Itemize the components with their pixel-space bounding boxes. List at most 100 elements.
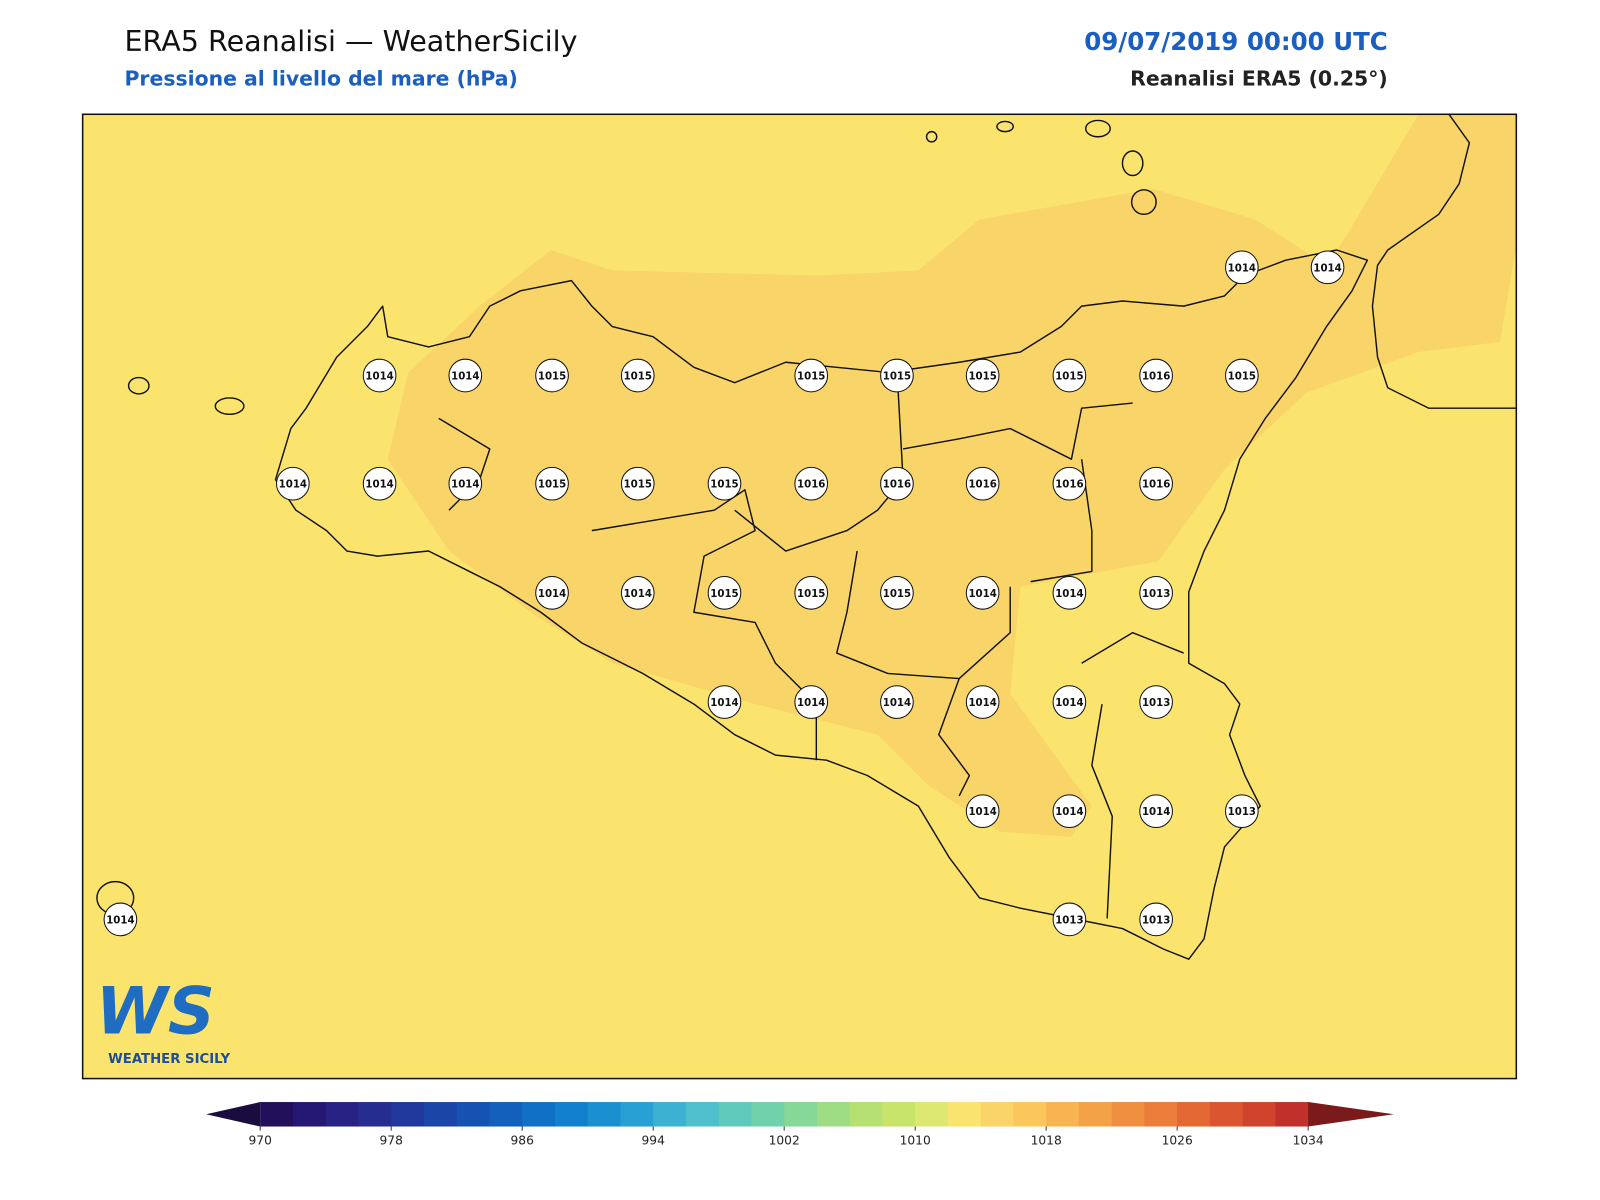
station-value: 1015	[624, 372, 652, 383]
station-value: 1014	[1142, 807, 1170, 818]
island	[1121, 150, 1144, 177]
station-marker	[794, 576, 829, 610]
island	[1085, 119, 1111, 138]
station-marker	[1310, 250, 1345, 285]
station-value: 1015	[710, 589, 738, 600]
station-value: 1014	[365, 372, 393, 383]
station-marker	[1139, 685, 1173, 719]
station-value: 1014	[1055, 698, 1083, 709]
station-marker	[1139, 466, 1173, 501]
station-marker	[794, 685, 829, 719]
colorbar-band	[358, 1102, 392, 1127]
station-value: 1014	[797, 698, 825, 709]
station-value: 1015	[797, 589, 825, 600]
source: Reanalisi ERA5 (0.25°)	[1130, 67, 1388, 91]
station-value: 1014	[279, 480, 307, 491]
station-value: 1015	[538, 480, 566, 491]
colorbar-band	[260, 1102, 294, 1127]
station-marker	[707, 576, 742, 610]
station-marker	[1052, 466, 1087, 501]
island	[214, 397, 245, 415]
title: ERA5 Reanalisi — WeatherSicily	[124, 24, 577, 58]
station-marker	[880, 358, 914, 393]
datetime: 09/07/2019 00:00 UTC	[1084, 27, 1388, 56]
station-marker	[448, 358, 483, 393]
station-value: 1015	[797, 372, 825, 383]
station-value: 1014	[624, 589, 652, 600]
station-value: 1014	[1228, 263, 1256, 274]
colorbar-tick-label: 1002	[769, 1133, 800, 1147]
station-marker	[535, 576, 569, 610]
station-value: 1015	[1228, 372, 1256, 383]
station-value: 1016	[1142, 372, 1170, 383]
island	[925, 130, 938, 143]
station-marker	[362, 358, 397, 393]
station-value: 1016	[1055, 480, 1083, 491]
station-value: 1014	[365, 480, 393, 491]
station-value: 1016	[968, 480, 996, 491]
station-marker	[362, 466, 397, 501]
colorbar-band	[980, 1102, 1014, 1127]
station-value: 1013	[1228, 807, 1256, 818]
station-value: 1014	[451, 480, 479, 491]
colorbar-band	[1177, 1102, 1211, 1127]
station-marker	[880, 576, 914, 610]
station-marker	[535, 466, 569, 501]
colorbar-band	[554, 1102, 589, 1127]
station-marker	[448, 466, 483, 501]
station-value: 1015	[883, 589, 911, 600]
station-value: 1016	[1142, 480, 1170, 491]
island	[996, 120, 1014, 133]
colorbar-tick-label: 1034	[1293, 1133, 1324, 1147]
colorbar-tick-label: 1026	[1162, 1133, 1193, 1147]
colorbar-extend-high	[1308, 1102, 1394, 1127]
station-marker	[965, 685, 1000, 719]
colorbar-band	[423, 1102, 458, 1127]
logo: WS WEATHER SICILY	[96, 973, 231, 1067]
station-marker	[620, 358, 655, 393]
map-frame	[81, 113, 1518, 1080]
station-marker	[794, 358, 829, 393]
station-marker	[1139, 794, 1173, 829]
station-marker	[965, 466, 1000, 501]
island	[127, 376, 150, 395]
colorbar-band	[1046, 1102, 1080, 1127]
pressure-band	[387, 114, 1517, 837]
logo-name: WEATHER SICILY	[108, 1052, 230, 1067]
colorbar-band	[1111, 1102, 1145, 1127]
colorbar-band	[784, 1102, 818, 1127]
colorbar-tick-label: 978	[380, 1133, 403, 1147]
province-borders	[438, 387, 1184, 919]
colorbar-extend-low	[206, 1102, 261, 1127]
colorbar-band	[1144, 1102, 1178, 1127]
station-marker	[620, 466, 655, 501]
station-value: 1014	[883, 698, 911, 709]
colorbar-band	[653, 1102, 687, 1127]
colorbar-band	[816, 1102, 851, 1127]
colorbar-band	[882, 1102, 916, 1127]
colorbar-band	[587, 1102, 621, 1127]
colorbar-tick-label: 1010	[900, 1133, 931, 1147]
station-marker	[1225, 794, 1259, 829]
station-value: 1013	[1055, 915, 1083, 926]
station-marker	[965, 576, 1000, 610]
station-value: 1014	[968, 589, 996, 600]
colorbar-band	[751, 1102, 785, 1127]
station-value: 1016	[797, 480, 825, 491]
station-value: 1013	[1142, 589, 1170, 600]
colorbar-tick-label: 994	[642, 1133, 666, 1147]
station-marker	[1052, 902, 1087, 937]
colorbar-tick-label: 1018	[1031, 1133, 1062, 1147]
station-marker	[1139, 358, 1173, 393]
station-value: 1016	[883, 480, 911, 491]
colorbar-band	[915, 1102, 949, 1127]
station-value: 1014	[451, 372, 479, 383]
station-marker	[1139, 576, 1173, 610]
colorbar-band	[1013, 1102, 1047, 1127]
colorbar-band	[391, 1102, 425, 1127]
station-marker	[965, 794, 1000, 829]
colorbar-band	[292, 1102, 327, 1127]
station-value: 1015	[1055, 372, 1083, 383]
colorbar-band	[947, 1102, 982, 1127]
